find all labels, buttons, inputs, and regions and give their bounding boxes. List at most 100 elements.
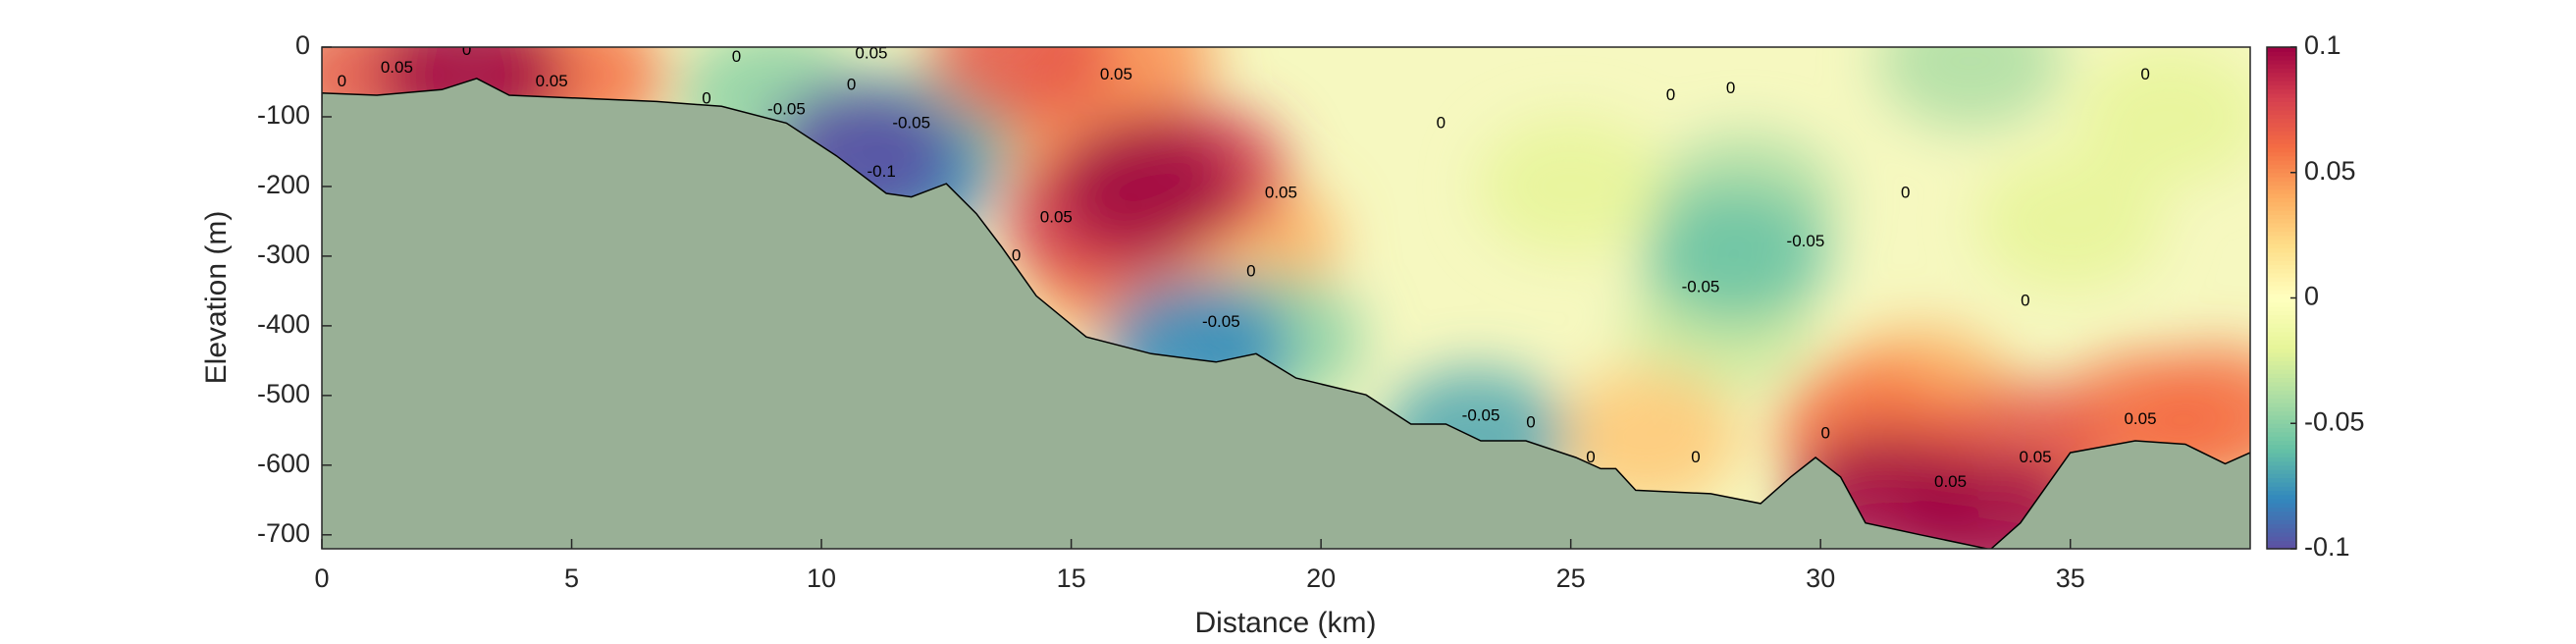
colorbar-swatch bbox=[2267, 301, 2296, 307]
plot-area: 0 0.05 0 0.05 0 0 -0.05 0 0.05 -0.05 -0.1 0.05 0.05 0… bbox=[322, 40, 2250, 549]
colorbar-tick-label: 0.05 bbox=[2304, 156, 2356, 186]
field-patch bbox=[1052, 117, 1239, 255]
colorbar-swatch bbox=[2267, 498, 2296, 504]
colorbar-swatch bbox=[2267, 222, 2296, 228]
field-patch bbox=[2077, 47, 2250, 186]
seafloor bbox=[322, 78, 2250, 549]
colorbar-swatch bbox=[2267, 289, 2296, 295]
colorbar-swatch bbox=[2267, 306, 2296, 311]
contour-label: 0 bbox=[338, 72, 346, 90]
contour-label: 0.05 bbox=[1265, 184, 1297, 202]
colorbar-swatch bbox=[2267, 231, 2296, 237]
y-tick-label: -700 bbox=[257, 518, 310, 548]
colorbar-swatch bbox=[2267, 377, 2296, 383]
colorbar-swatch bbox=[2267, 364, 2296, 370]
contour-label: 0.05 bbox=[1040, 207, 1073, 226]
field-patch bbox=[927, 47, 1115, 124]
colorbar-swatch bbox=[2267, 105, 2296, 111]
field-patch bbox=[1976, 152, 2164, 291]
field-patch bbox=[1477, 117, 1664, 255]
colorbar-swatch bbox=[2267, 381, 2296, 387]
contour-label: 0 bbox=[1726, 79, 1735, 97]
colorbar-swatch bbox=[2267, 64, 2296, 69]
colorbar-swatch bbox=[2267, 331, 2296, 337]
contour-label: 0 bbox=[1012, 245, 1021, 264]
y-axis-label: Elevation (m) bbox=[200, 211, 233, 385]
contour-label: 0 bbox=[732, 47, 741, 66]
y-tick-label: 0 bbox=[295, 30, 310, 60]
colorbar-swatch bbox=[2267, 385, 2296, 391]
colorbar-swatch bbox=[2267, 527, 2296, 533]
colorbar-swatch bbox=[2267, 55, 2296, 61]
colorbar-swatch bbox=[2267, 436, 2296, 441]
colorbar-swatch bbox=[2267, 402, 2296, 407]
colorbar-swatch bbox=[2267, 519, 2296, 525]
colorbar-swatch bbox=[2267, 181, 2296, 187]
contour-label: 0 bbox=[1691, 448, 1700, 466]
colorbar-swatch bbox=[2267, 197, 2296, 203]
colorbar-swatch bbox=[2267, 142, 2296, 148]
colorbar-swatch bbox=[2267, 414, 2296, 420]
colorbar-swatch bbox=[2267, 109, 2296, 115]
contour-label: 0 bbox=[1821, 423, 1830, 442]
colorbar-swatch bbox=[2267, 327, 2296, 333]
colorbar-swatch bbox=[2267, 494, 2296, 500]
contour-label: 0 bbox=[1901, 184, 1910, 202]
contour-label: 0 bbox=[1526, 413, 1535, 432]
x-tick-label: 15 bbox=[1057, 564, 1086, 593]
colorbar-swatch bbox=[2267, 431, 2296, 437]
colorbar-swatch bbox=[2267, 80, 2296, 85]
y-tick-label: -200 bbox=[257, 170, 310, 199]
colorbar-swatch bbox=[2267, 134, 2296, 140]
colorbar-tick-label: -0.1 bbox=[2304, 532, 2350, 562]
colorbar-swatch bbox=[2267, 138, 2296, 144]
colorbar-swatch bbox=[2267, 481, 2296, 487]
x-tick-label: 5 bbox=[564, 564, 579, 593]
colorbar-swatch bbox=[2267, 356, 2296, 361]
colorbar-swatch bbox=[2267, 76, 2296, 81]
contour-label: 0 bbox=[847, 76, 856, 94]
colorbar-swatch bbox=[2267, 281, 2296, 287]
colorbar-swatch bbox=[2267, 193, 2296, 198]
contour-label: 0 bbox=[2021, 292, 2029, 310]
colorbar-swatch bbox=[2267, 510, 2296, 516]
colorbar-swatch bbox=[2267, 277, 2296, 283]
colorbar-swatch bbox=[2267, 210, 2296, 215]
colorbar-swatch bbox=[2267, 97, 2296, 102]
colorbar-swatch bbox=[2267, 164, 2296, 170]
colorbar-swatch bbox=[2267, 490, 2296, 496]
colorbar-swatch bbox=[2267, 469, 2296, 474]
colorbar-swatch bbox=[2267, 503, 2296, 509]
axes: 0 5 10 15 20 25 30 35 0 -100 -200 -300 -400 -500 -600 -… bbox=[257, 30, 2085, 593]
colorbar-swatch bbox=[2267, 177, 2296, 182]
colorbar-swatch bbox=[2267, 47, 2296, 52]
contour-label: 0 bbox=[1437, 114, 1446, 133]
contour-label: 0.05 bbox=[1100, 65, 1132, 83]
contour-label: 0 bbox=[462, 40, 471, 59]
colorbar-swatch bbox=[2267, 92, 2296, 98]
colorbar-swatch bbox=[2267, 101, 2296, 107]
colorbar-swatch bbox=[2267, 310, 2296, 316]
contour-label: -0.05 bbox=[767, 99, 806, 118]
contour-label: 0 bbox=[1666, 85, 1675, 104]
colorbar-swatch bbox=[2267, 68, 2296, 74]
colorbar-swatch bbox=[2267, 394, 2296, 400]
colorbar-swatch bbox=[2267, 159, 2296, 165]
colorbar-swatch bbox=[2267, 348, 2296, 353]
colorbar-swatch bbox=[2267, 398, 2296, 403]
colorbar-swatch bbox=[2267, 440, 2296, 446]
contour-label: 0.05 bbox=[381, 58, 413, 77]
x-tick-label: 10 bbox=[807, 564, 836, 593]
colorbar-swatch bbox=[2267, 368, 2296, 374]
colorbar-swatch bbox=[2267, 151, 2296, 157]
colorbar-swatch bbox=[2267, 114, 2296, 119]
x-axis-label: Distance (km) bbox=[1194, 607, 1376, 639]
colorbar-swatch bbox=[2267, 264, 2296, 270]
colorbar-swatch bbox=[2267, 318, 2296, 324]
colorbar-swatch bbox=[2267, 351, 2296, 357]
y-tick-label: -600 bbox=[257, 449, 310, 478]
colorbar-swatch bbox=[2267, 523, 2296, 529]
colorbar-swatch bbox=[2267, 531, 2296, 537]
colorbar-swatch bbox=[2267, 188, 2296, 194]
